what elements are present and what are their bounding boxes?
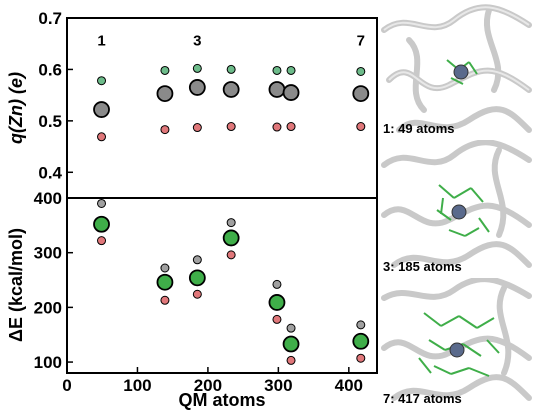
structure-caption-3: 3: 185 atoms <box>383 259 462 274</box>
data-point-series-0 <box>272 65 282 75</box>
data-point-series-2 <box>160 295 170 305</box>
charge-plot-frame <box>66 17 378 199</box>
data-point-series-0 <box>356 320 366 330</box>
data-point-series-1 <box>93 215 110 233</box>
data-point-series-1 <box>282 84 300 101</box>
x-tick-label: 0 <box>62 376 71 395</box>
x-axis-ticks: 0 100 200 300 400 <box>62 367 363 395</box>
data-point-series-1 <box>352 332 370 350</box>
data-point-series-1 <box>222 229 240 247</box>
charge-y-axis-title: q(Zn) (e) <box>6 72 26 144</box>
data-point-series-0 <box>97 76 107 86</box>
data-point-series-1 <box>268 294 286 311</box>
data-point-series-1 <box>282 335 300 353</box>
data-point-series-1 <box>222 81 240 98</box>
data-point-series-2 <box>97 236 107 246</box>
charge-panel: 0.4 0.5 0.6 0.7 1 3 7 q(Zn) (e) <box>6 9 378 199</box>
structure-caption-7: 7: 417 atoms <box>383 391 462 406</box>
energy-y-axis-title: ΔE (kcal/mol) <box>6 228 26 342</box>
data-point-series-0 <box>272 279 282 289</box>
data-point-series-0 <box>226 64 236 74</box>
data-point-series-1 <box>93 101 110 118</box>
charge-y-ticks: 0.4 0.5 0.6 0.7 <box>38 9 73 182</box>
data-point-series-1 <box>188 269 206 287</box>
y-tick-label: 0.5 <box>38 112 62 131</box>
charge-points <box>93 63 370 142</box>
y-tick-label: 400 <box>34 189 62 208</box>
data-point-series-0 <box>286 323 296 333</box>
data-point-series-0 <box>160 263 170 273</box>
data-point-series-0 <box>192 255 202 265</box>
x-tick-label: 100 <box>123 376 151 395</box>
data-point-series-0 <box>286 65 296 75</box>
y-tick-label: 300 <box>34 244 62 263</box>
structure-panel-3: 3: 185 atoms <box>379 140 534 278</box>
structure-panel-7: 7: 417 atoms <box>379 278 534 410</box>
data-point-series-0 <box>226 218 236 228</box>
energy-plot-frame <box>66 197 378 374</box>
data-point-series-2 <box>356 122 366 132</box>
x-axis-title: QM atoms <box>178 390 265 410</box>
data-point-series-1 <box>156 273 174 291</box>
data-point-series-1 <box>188 79 206 96</box>
point-annotation: 3 <box>193 32 201 49</box>
data-point-series-0 <box>356 66 366 76</box>
protein-structure-image <box>381 278 532 401</box>
point-annotation: 1 <box>97 32 105 49</box>
data-point-series-2 <box>356 353 366 363</box>
data-point-series-2 <box>226 122 236 132</box>
data-point-series-2 <box>286 122 296 132</box>
data-point-series-0 <box>160 65 170 75</box>
data-point-series-2 <box>160 125 170 135</box>
x-tick-label: 400 <box>335 376 363 395</box>
protein-structure-image <box>381 140 532 268</box>
data-point-series-1 <box>268 81 286 98</box>
data-point-series-2 <box>272 314 282 324</box>
point-annotation: 7 <box>357 32 365 49</box>
y-tick-label: 200 <box>34 298 62 317</box>
data-point-series-1 <box>156 85 174 102</box>
y-tick-label: 0.4 <box>38 163 62 182</box>
structure-panel-1: 1: 49 atoms <box>379 0 534 140</box>
energy-points <box>93 198 370 365</box>
structure-caption-1: 1: 49 atoms <box>383 121 455 136</box>
data-point-series-2 <box>226 250 236 260</box>
data-point-series-2 <box>272 122 282 132</box>
y-tick-label: 0.7 <box>38 9 62 28</box>
energy-y-ticks: 100 200 300 400 <box>34 189 73 372</box>
data-point-series-0 <box>192 63 202 73</box>
protein-structure-image <box>381 4 532 133</box>
data-point-series-0 <box>97 198 107 208</box>
data-point-series-2 <box>286 355 296 365</box>
data-point-series-2 <box>97 132 107 142</box>
data-point-series-1 <box>352 85 370 102</box>
data-point-series-2 <box>192 123 202 133</box>
y-tick-label: 100 <box>34 353 62 372</box>
charge-annotations: 1 3 7 <box>97 32 365 49</box>
x-tick-label: 300 <box>264 376 292 395</box>
data-point-series-2 <box>192 289 202 299</box>
x-tick-label: 200 <box>194 376 222 395</box>
y-tick-label: 0.6 <box>38 60 62 79</box>
